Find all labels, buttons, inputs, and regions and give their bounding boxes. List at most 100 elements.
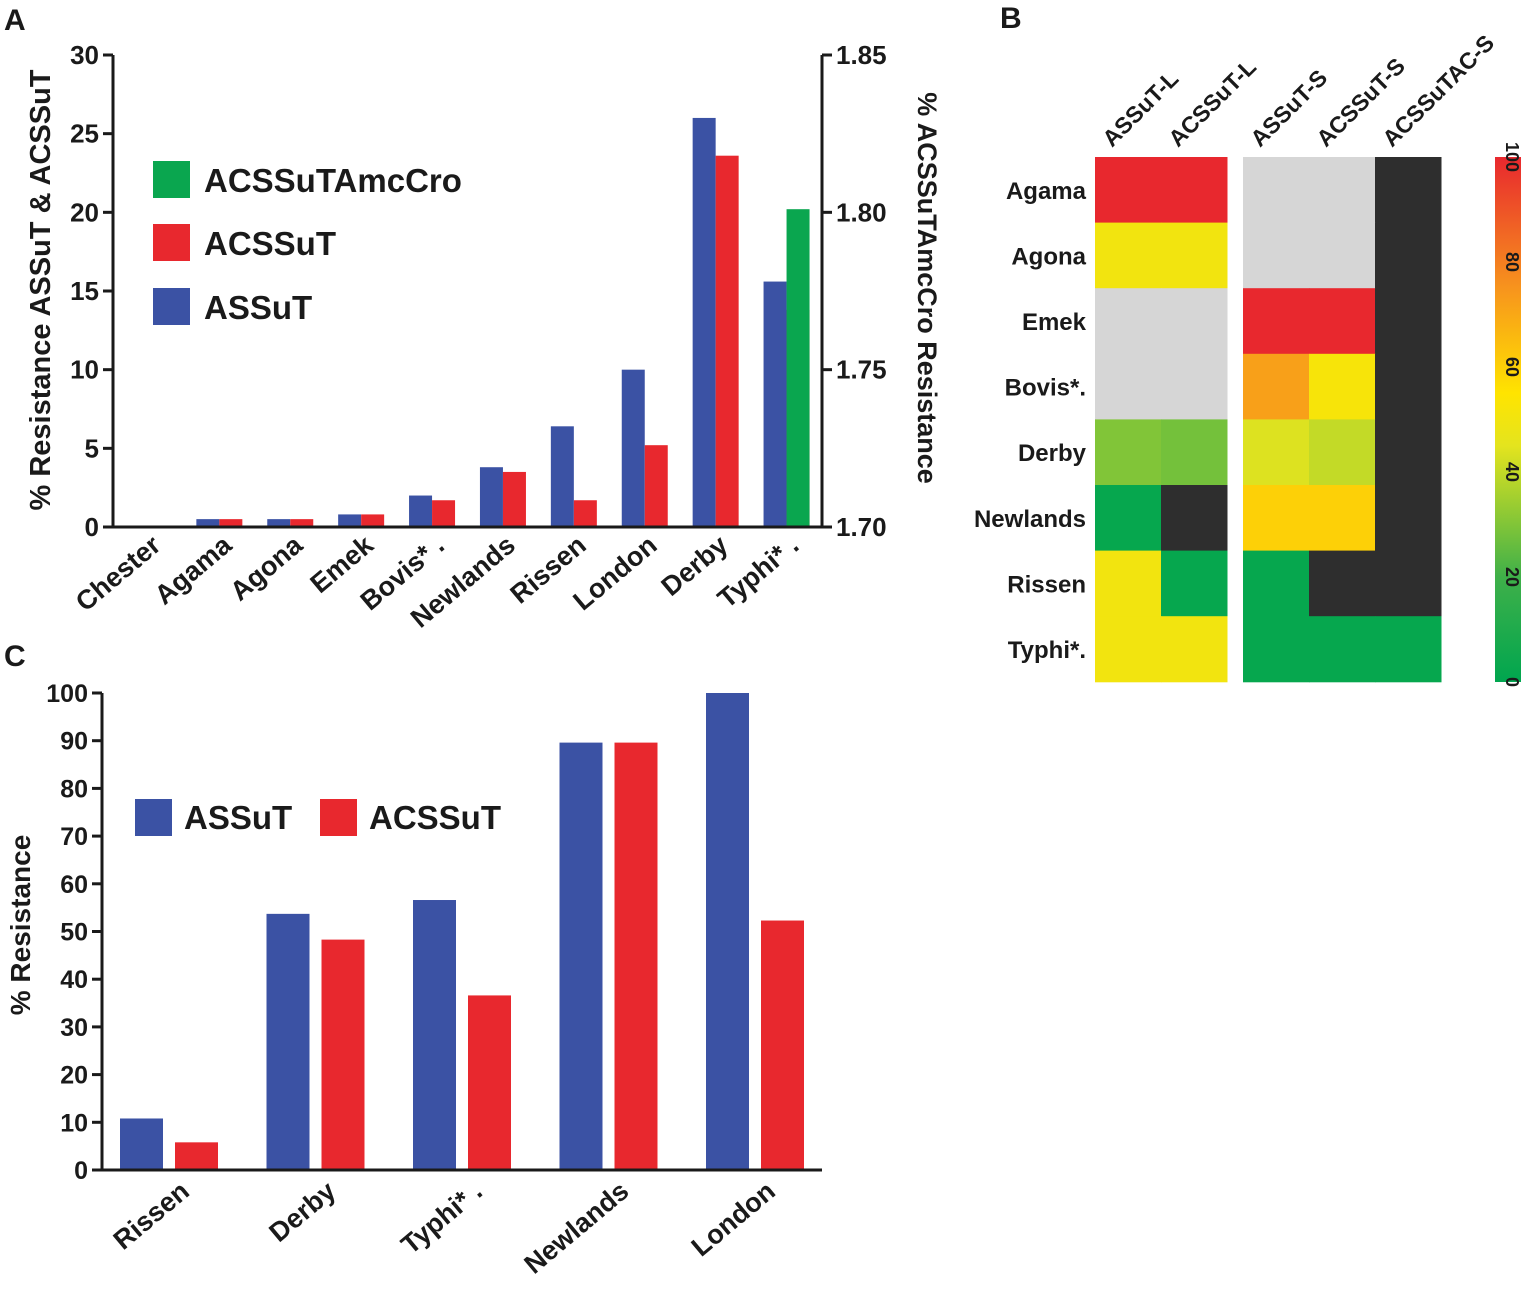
heatmap-cell-derby-acssut-s: [1309, 419, 1376, 486]
panel-c-y-axis-title: % Resistance: [5, 835, 36, 1016]
legend-swatch-acssut: [153, 224, 190, 261]
colorbar-tick-label: 80: [1502, 252, 1522, 272]
colorbar-tick-label: 20: [1502, 567, 1522, 587]
y-tick-label: 20: [70, 197, 99, 227]
panel-a-bars: [196, 117, 810, 528]
panel-b-heatmap: Agama Agona Emek Bovis*. Derby Newlands Rissen…: [974, 30, 1522, 687]
heatmap-cell-rissen-assut-s: [1243, 550, 1310, 617]
bar-assut-agona: [267, 519, 291, 527]
heatmap-row-label: Newlands: [974, 506, 1086, 533]
legend-label-c-acssut: ACSSuT: [369, 799, 501, 836]
y2-tick-label: 1.80: [836, 197, 887, 227]
heatmap-cell-agona-acssut-l: [1161, 222, 1228, 289]
y-tick-label: 10: [60, 1109, 88, 1137]
heatmap-cell-bovis-assut-l: [1095, 353, 1162, 420]
heatmap-cell-agona-assut-l: [1095, 222, 1162, 289]
heatmap-cell-bovis-assut-s: [1243, 353, 1310, 420]
x-tick-label: Typhi* .: [395, 1176, 487, 1260]
y2-tick-label: 1.70: [836, 512, 887, 542]
bar-assut-rissen: [550, 426, 574, 527]
heatmap-cells: [1095, 157, 1442, 683]
x-tick-label: Agona: [224, 529, 308, 607]
bar-assut-emek: [338, 514, 362, 527]
heatmap-cell-rissen-acssut-s: [1309, 550, 1376, 617]
y-tick-label: 50: [60, 919, 88, 947]
legend-swatch-assut: [153, 288, 190, 325]
x-tick-label: Rissen: [108, 1176, 195, 1256]
heatmap-row-label: Derby: [1018, 440, 1087, 467]
panel-c-x-tick-labels: Rissen Derby Typhi* . Newlands London: [108, 1176, 781, 1280]
heatmap-row-label: Emek: [1022, 309, 1087, 336]
bar-acssut-rissen: [573, 500, 597, 527]
bar-acssut-newlands: [502, 471, 526, 527]
heatmap-row-label: Agona: [1011, 243, 1086, 270]
y-tick-label: 20: [60, 1062, 88, 1090]
heatmap-row-labels: Agama Agona Emek Bovis*. Derby Newlands Rissen…: [974, 178, 1087, 664]
panel-a-bar-chart: 0 5 10 15 20 25 30 1.70 1.75 1.80 1.85 ChesterAga…: [25, 40, 942, 634]
heatmap-cell-derby-assut-s: [1243, 419, 1310, 486]
heatmap-cell-emek-acssut-l: [1161, 288, 1228, 355]
legend-swatch-c-acssut: [320, 799, 357, 836]
y-tick-label: 15: [70, 276, 99, 306]
heatmap-row-label: Typhi*.: [1008, 637, 1086, 664]
x-tick-label: Chester: [70, 529, 167, 617]
legend-label-acssut: ACSSuT: [204, 225, 336, 262]
y-tick-label: 10: [70, 355, 99, 385]
x-tick-label: London: [686, 1176, 781, 1263]
x-tick-label: Derby: [263, 1176, 341, 1248]
bar-acssut-agama: [219, 519, 243, 527]
heatmap-cell-newlands-acssutac-s: [1375, 485, 1442, 552]
y-tick-label: 80: [60, 775, 88, 803]
heatmap-cell-bovis-acssutac-s: [1375, 353, 1442, 420]
y-tick-label: 0: [85, 512, 99, 542]
panel-a-legend: ACSSuTAmcCro ACSSuT ASSuT: [153, 161, 462, 326]
heatmap-cell-agama-assut-s: [1243, 157, 1310, 224]
y-tick-label: 5: [85, 433, 99, 463]
heatmap-cell-newlands-assut-s: [1243, 485, 1310, 552]
legend-label-c-assut: ASSuT: [184, 799, 292, 836]
heatmap-cell-rissen-acssutac-s: [1375, 550, 1442, 617]
panel-c-bar-chart: 0 10 20 30 40 50 60 70 80 90 100 Rissen Derby Typhi*…: [5, 680, 822, 1280]
bar-assut-typhi: [763, 281, 787, 527]
panel-label-b: B: [1000, 2, 1022, 35]
panel-a-y2-axis-title: % ACSSuTAmcCro Resistance: [912, 92, 942, 484]
heatmap-cell-bovis-acssut-s: [1309, 353, 1376, 420]
y-tick-label: 0: [74, 1157, 88, 1185]
bar-c-acssut-london: [761, 920, 804, 1170]
y2-tick-label: 1.85: [836, 40, 887, 70]
bar-c-acssut-rissen: [175, 1142, 218, 1170]
bar-assut-bovis: [409, 495, 433, 527]
colorbar-tick-label: 40: [1502, 462, 1522, 482]
x-tick-label: Newlands: [519, 1176, 635, 1280]
heatmap-cell-agama-assut-l: [1095, 157, 1162, 224]
heatmap-cell-newlands-assut-l: [1095, 485, 1162, 552]
heatmap-row-label: Bovis*.: [1005, 375, 1086, 402]
bar-assut-london: [621, 369, 645, 527]
legend-label-assut: ASSuT: [204, 289, 312, 326]
panel-c-legend: ASSuT ACSSuT: [135, 799, 501, 836]
bar-acssut-derby: [715, 155, 739, 527]
bar-acssut-bovis: [432, 500, 456, 527]
heatmap-row-label: Agama: [1006, 178, 1087, 205]
heatmap-cell-agama-acssutac-s: [1375, 157, 1442, 224]
bar-c-assut-rissen: [120, 1118, 163, 1170]
heatmap-column-label: ACSSuT-L: [1163, 54, 1261, 152]
bar-c-assut-derby: [266, 913, 310, 1170]
bar-assut-derby: [692, 117, 716, 527]
heatmap-cell-agona-acssut-s: [1309, 222, 1376, 289]
heatmap-cell-derby-assut-l: [1095, 419, 1162, 486]
colorbar: [1495, 157, 1521, 682]
y-tick-label: 25: [70, 119, 99, 149]
colorbar-tick-label: 60: [1502, 357, 1522, 377]
panel-a-y-axis-title: % Resistance ASSuT & ACSSuT: [25, 69, 57, 510]
colorbar-tick-label: 100: [1502, 142, 1522, 172]
heatmap-cell-typhi-acssut-s: [1309, 616, 1376, 683]
y-tick-label: 40: [60, 966, 88, 994]
bar-assut-agama: [196, 519, 220, 527]
legend-swatch-acssutamccro: [153, 161, 190, 198]
heatmap-cell-emek-assut-s: [1243, 288, 1310, 355]
x-tick-label: Typhi* .: [712, 530, 804, 614]
